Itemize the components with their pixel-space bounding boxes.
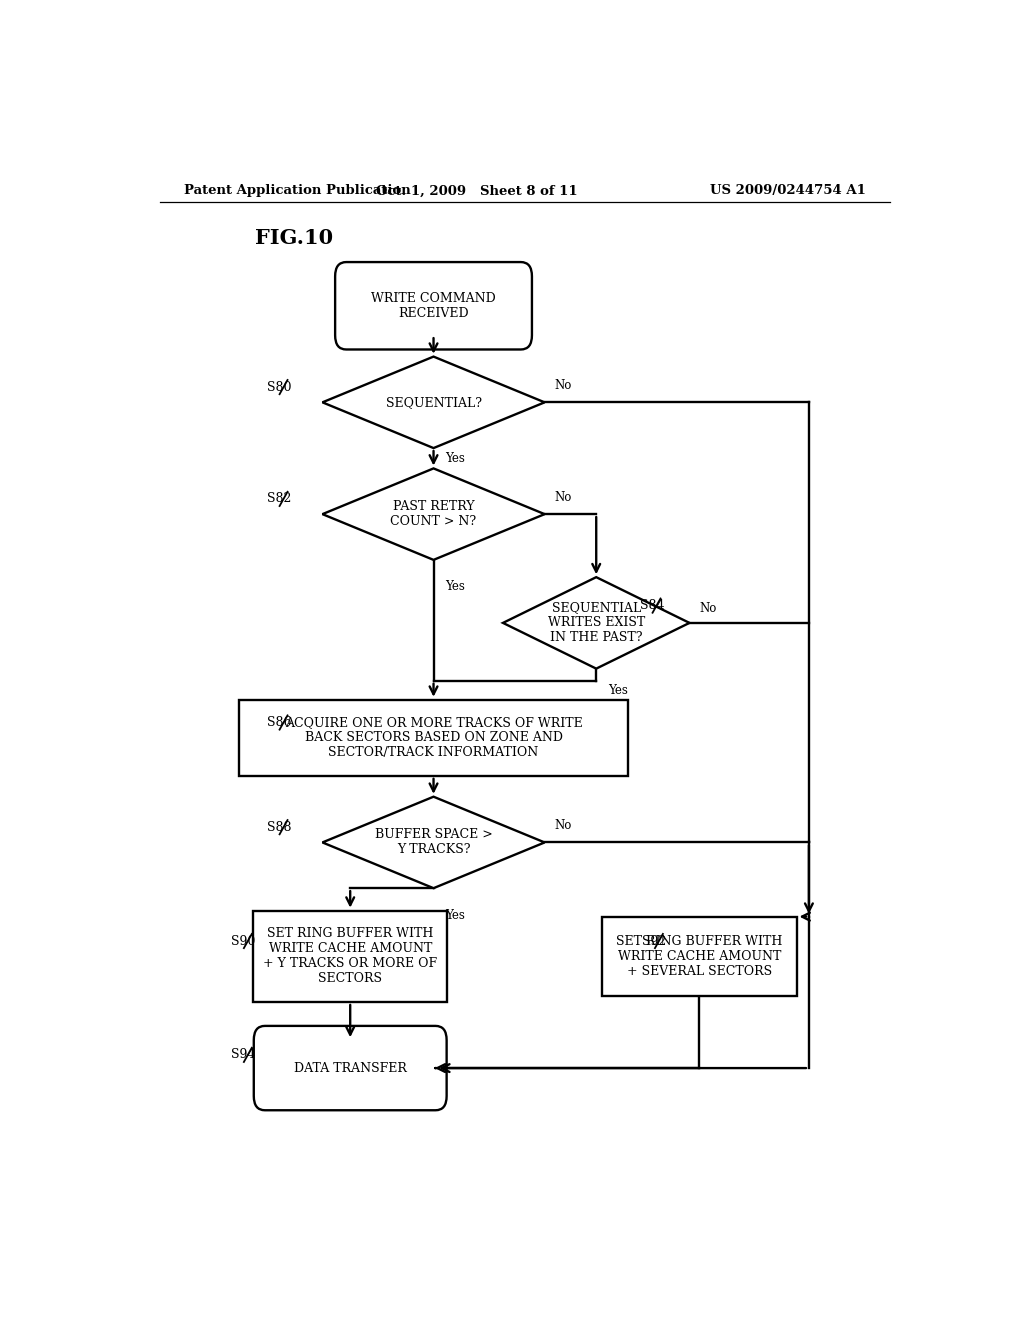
FancyBboxPatch shape xyxy=(254,1026,446,1110)
Text: S92: S92 xyxy=(642,935,667,948)
Text: Yes: Yes xyxy=(608,684,628,697)
Text: S84: S84 xyxy=(640,599,665,612)
Text: Patent Application Publication: Patent Application Publication xyxy=(183,185,411,198)
Text: S90: S90 xyxy=(231,935,256,948)
Bar xyxy=(240,700,628,776)
FancyBboxPatch shape xyxy=(335,263,531,350)
Text: No: No xyxy=(554,491,571,504)
Text: S88: S88 xyxy=(267,821,292,834)
Text: PAST RETRY
COUNT > N?: PAST RETRY COUNT > N? xyxy=(390,500,476,528)
Text: SEQUENTIAL
WRITES EXIST
IN THE PAST?: SEQUENTIAL WRITES EXIST IN THE PAST? xyxy=(548,602,645,644)
Text: SET RING BUFFER WITH
WRITE CACHE AMOUNT
+ SEVERAL SECTORS: SET RING BUFFER WITH WRITE CACHE AMOUNT … xyxy=(616,935,782,978)
Text: No: No xyxy=(699,602,717,615)
Text: US 2009/0244754 A1: US 2009/0244754 A1 xyxy=(711,185,866,198)
Text: S82: S82 xyxy=(267,492,291,506)
Text: S94: S94 xyxy=(231,1048,256,1061)
Text: S80: S80 xyxy=(267,380,292,393)
Text: FIG.10: FIG.10 xyxy=(255,227,333,248)
Bar xyxy=(253,911,447,1002)
Text: DATA TRANSFER: DATA TRANSFER xyxy=(294,1061,407,1074)
Polygon shape xyxy=(323,797,545,888)
Text: Oct. 1, 2009   Sheet 8 of 11: Oct. 1, 2009 Sheet 8 of 11 xyxy=(377,185,578,198)
Text: Yes: Yes xyxy=(445,451,465,465)
Text: SET RING BUFFER WITH
WRITE CACHE AMOUNT
+ Y TRACKS OR MORE OF
SECTORS: SET RING BUFFER WITH WRITE CACHE AMOUNT … xyxy=(263,927,437,985)
Text: Yes: Yes xyxy=(445,908,465,921)
Text: SEQUENTIAL?: SEQUENTIAL? xyxy=(385,396,481,409)
Text: S86: S86 xyxy=(267,715,292,729)
Bar xyxy=(602,916,797,995)
Polygon shape xyxy=(323,356,545,447)
Text: Yes: Yes xyxy=(445,581,465,593)
Polygon shape xyxy=(323,469,545,560)
Text: ACQUIRE ONE OR MORE TRACKS OF WRITE
BACK SECTORS BASED ON ZONE AND
SECTOR/TRACK : ACQUIRE ONE OR MORE TRACKS OF WRITE BACK… xyxy=(285,717,583,759)
Text: WRITE COMMAND
RECEIVED: WRITE COMMAND RECEIVED xyxy=(371,292,496,319)
Polygon shape xyxy=(503,577,689,669)
Text: No: No xyxy=(554,379,571,392)
Text: No: No xyxy=(554,820,571,833)
Text: BUFFER SPACE >
Y TRACKS?: BUFFER SPACE > Y TRACKS? xyxy=(375,829,493,857)
